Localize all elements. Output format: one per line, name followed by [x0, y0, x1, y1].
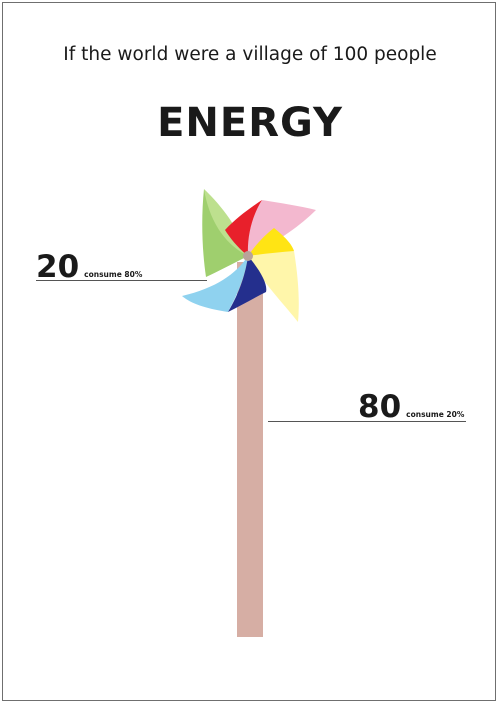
stat-top-label: consume 80% — [84, 270, 143, 279]
pinwheel-blade-cream — [248, 250, 299, 322]
stat-top: 20 consume 80% — [36, 252, 142, 283]
poster-title: ENERGY — [157, 100, 343, 146]
pinwheel-hub — [243, 251, 253, 261]
pinwheel-blade-red — [225, 200, 262, 256]
stat-bottom-number: 80 — [358, 389, 402, 425]
pinwheel-pole — [237, 262, 263, 637]
pinwheel-blade-blue — [182, 256, 248, 312]
stat-bottom: 80 consume 20% — [358, 392, 464, 423]
stat-top-number: 20 — [36, 249, 80, 285]
poster-subtitle: If the world were a village of 100 peopl… — [63, 44, 437, 65]
pinwheel-blade-yellow — [248, 228, 294, 256]
stat-bottom-label: consume 20% — [406, 410, 465, 419]
pinwheel-blade-navy — [228, 256, 267, 312]
